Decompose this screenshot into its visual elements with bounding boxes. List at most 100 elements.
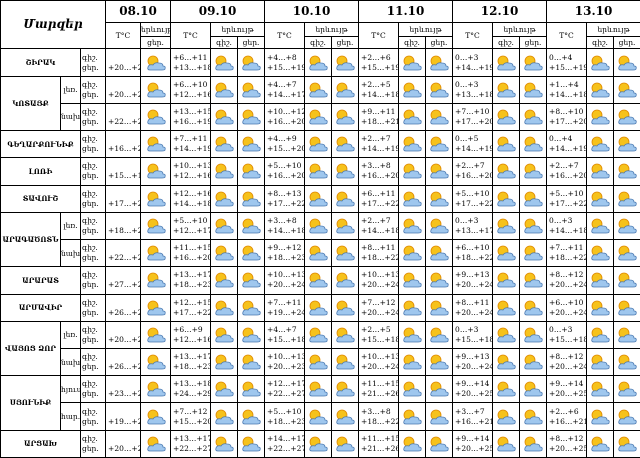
weather-icon bbox=[430, 109, 449, 125]
weather-icon-cell bbox=[398, 157, 427, 186]
weather-icon bbox=[336, 272, 355, 288]
weather-icon bbox=[403, 272, 422, 288]
weather-icon bbox=[591, 82, 610, 98]
period-labels: գիշ. ցեր. bbox=[79, 157, 107, 186]
weather-icon bbox=[146, 136, 166, 152]
cloud bbox=[336, 279, 355, 288]
cloud bbox=[524, 116, 543, 125]
day-temp: +18…+23 bbox=[173, 362, 211, 372]
weather-icon-cell bbox=[331, 75, 360, 104]
weather-icon-cell bbox=[492, 293, 521, 322]
cloud bbox=[309, 116, 328, 125]
night-temp: +8…+11 bbox=[361, 243, 396, 253]
day-label: ցեր. bbox=[82, 225, 99, 235]
cloud bbox=[524, 279, 543, 288]
first-temp: +23…+28 bbox=[105, 375, 142, 404]
weather-icon bbox=[430, 409, 449, 424]
night-temp: +7…+10 bbox=[455, 106, 490, 116]
cloud bbox=[336, 334, 355, 343]
period-labels: գիշ. ցեր. bbox=[79, 102, 107, 132]
cloud bbox=[524, 415, 543, 424]
weather-icon-cell bbox=[237, 211, 266, 241]
temp-cell: +2…+5 +14…+18 bbox=[358, 75, 400, 104]
weather-icon bbox=[497, 436, 516, 452]
night-temp: +2…+7 bbox=[361, 215, 391, 225]
sub-region: հյուս. bbox=[60, 375, 81, 404]
night-temp: +9…+14 bbox=[549, 379, 584, 389]
day-temp: +18…+21 bbox=[108, 225, 140, 235]
day-temp: +14…+19 bbox=[549, 144, 587, 154]
weather-icon bbox=[336, 300, 355, 316]
region-name: ԱՐԱԳԱԾՈՏՆ bbox=[0, 211, 61, 268]
date-header: 09.10 bbox=[170, 0, 266, 24]
weather-icon-cell bbox=[237, 429, 266, 458]
day-temp: +20…+25 bbox=[455, 443, 493, 453]
temp-cell: +9…+14 +20…+25 bbox=[546, 375, 588, 404]
weather-icon-cell bbox=[304, 130, 333, 159]
cloud bbox=[524, 61, 543, 70]
night-temp: +9…+11 bbox=[361, 106, 396, 116]
cloud bbox=[403, 279, 422, 288]
day-temp: +15…+19 bbox=[549, 62, 587, 72]
weather-icon-cell bbox=[331, 320, 360, 349]
day-temp: +20…+23 bbox=[108, 334, 140, 344]
weather-icon bbox=[336, 409, 355, 424]
table-row: ԼՈՌԻգիշ.ցեր.+15…+19+10…+13+12…+16+5…+10+… bbox=[0, 157, 640, 186]
weather-icon-cell bbox=[425, 375, 454, 404]
weather-icon-cell bbox=[398, 211, 427, 241]
cloud bbox=[403, 334, 422, 343]
spacer bbox=[108, 298, 140, 308]
weather-icon bbox=[215, 381, 234, 397]
temp-cell: +8…+12 +20…+25 bbox=[546, 429, 588, 458]
night-label: գիշ. bbox=[82, 406, 98, 416]
day-label: ցեր. bbox=[82, 334, 99, 344]
weather-icon-cell bbox=[140, 211, 172, 241]
weather-icon bbox=[403, 164, 422, 179]
cloud bbox=[242, 279, 261, 288]
weather-icon bbox=[403, 82, 422, 98]
day-temp: +16…+20 bbox=[361, 171, 399, 181]
temp-cell: +13…+17 +18…+23 bbox=[170, 347, 212, 377]
weather-icon bbox=[497, 109, 516, 125]
weather-icon bbox=[618, 272, 637, 288]
day-temp: +22…+27 bbox=[267, 389, 305, 399]
temp-cell: +2…+7 +16…+20 bbox=[546, 157, 588, 186]
night-temp: +6…+9 bbox=[173, 324, 203, 334]
spacer bbox=[108, 270, 140, 280]
weather-icon-cell bbox=[586, 402, 615, 431]
weather-icon-cell bbox=[425, 75, 454, 104]
weather-icon bbox=[309, 218, 328, 234]
weather-icon-cell bbox=[586, 239, 615, 268]
weather-icon bbox=[242, 409, 261, 424]
first-temp: +20…+23 bbox=[105, 320, 142, 349]
day-temp: +18…+22 bbox=[361, 253, 399, 263]
weather-icon-cell bbox=[519, 293, 548, 322]
weather-icon bbox=[146, 436, 166, 452]
cloud bbox=[309, 334, 328, 343]
period-labels: գիշ. ցեր. bbox=[79, 239, 107, 268]
weather-icon bbox=[591, 55, 610, 70]
spacer bbox=[108, 325, 140, 335]
weather-icon-cell bbox=[140, 320, 172, 349]
weather-icon-cell bbox=[586, 211, 615, 241]
weather-icon-cell bbox=[304, 239, 333, 268]
weather-icon bbox=[591, 245, 610, 261]
weather-icon bbox=[524, 218, 543, 234]
cloud bbox=[242, 443, 261, 452]
period-labels: գիշ. ցեր. bbox=[79, 130, 107, 159]
weather-icon-cell bbox=[331, 184, 360, 213]
weather-icon bbox=[591, 327, 610, 343]
cloud bbox=[524, 443, 543, 452]
weather-icon-cell bbox=[613, 293, 640, 322]
temp-cell: +8…+10 +17…+20 bbox=[546, 102, 588, 132]
cloud bbox=[242, 116, 261, 125]
day-temp: +22…+27 bbox=[267, 443, 305, 453]
cloud bbox=[524, 388, 543, 397]
weather-icon-cell bbox=[519, 102, 548, 132]
night-temp: +5…+10 bbox=[549, 188, 584, 198]
weather-icon-cell bbox=[140, 402, 172, 431]
cloud bbox=[618, 225, 637, 234]
day-temp: +14…+18 bbox=[173, 198, 211, 208]
day-header: ցեր. bbox=[237, 36, 266, 50]
cloud bbox=[618, 306, 637, 316]
